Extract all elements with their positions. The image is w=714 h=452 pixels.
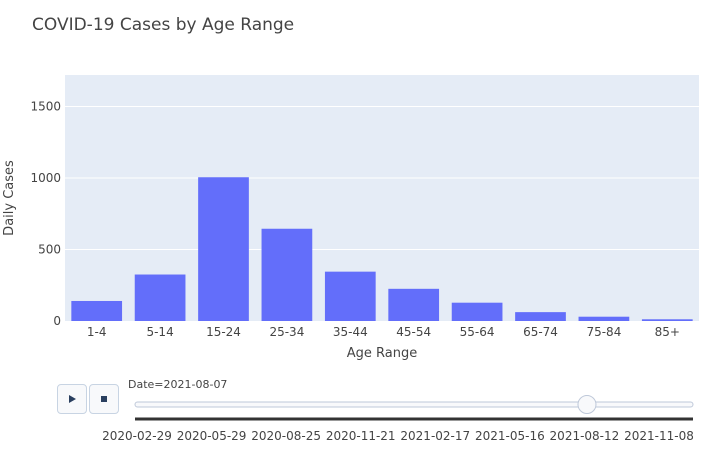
bar	[641, 319, 693, 321]
bar	[388, 288, 440, 321]
slider-tick-label: 2020-02-29	[102, 429, 172, 443]
x-tick-label: 5-14	[146, 325, 173, 339]
slider-rail[interactable]	[134, 401, 694, 408]
slider-current-value: Date=2021-08-07	[128, 378, 228, 391]
bar	[451, 302, 503, 321]
bar	[198, 177, 249, 321]
x-tick-label: 85+	[655, 325, 680, 339]
chart-title: COVID-19 Cases by Age Range	[32, 15, 294, 35]
stop-button[interactable]	[89, 384, 119, 414]
x-tick-label: 45-54	[396, 325, 431, 339]
bar	[515, 312, 566, 321]
slider-ticks: 2020-02-29 2020-05-29 2020-08-25 2020-11-21…	[102, 429, 694, 443]
play-icon	[69, 395, 76, 403]
bars	[71, 177, 693, 321]
x-axis-title: Age Range	[347, 346, 417, 361]
x-tick-label: 25-34	[269, 325, 304, 339]
bar	[261, 228, 313, 321]
y-tick-label: 0	[53, 314, 61, 328]
x-tick-label: 55-64	[460, 325, 495, 339]
bar	[71, 300, 123, 321]
slider-tick-label: 2021-08-12	[550, 429, 620, 443]
slider-tick-label: 2020-11-21	[326, 429, 396, 443]
slider-tick-label: 2020-08-25	[251, 429, 321, 443]
slider-tick-label: 2020-05-29	[177, 429, 247, 443]
play-button[interactable]	[57, 384, 87, 414]
bar	[324, 271, 376, 321]
x-tick-label: 75-84	[586, 325, 621, 339]
y-tick-label: 1500	[30, 99, 61, 113]
x-tick-label: 35-44	[333, 325, 368, 339]
gridlines	[65, 105, 699, 250]
y-tick-label: 500	[38, 242, 61, 256]
slider-tick-label: 2021-02-17	[400, 429, 470, 443]
x-tick-label: 65-74	[523, 325, 558, 339]
y-tick-label: 1000	[30, 171, 61, 185]
bar	[578, 316, 630, 321]
y-axis-ticks: 0 500 1000 1500	[30, 99, 61, 328]
x-tick-label: 1-4	[87, 325, 107, 339]
y-axis-title: Daily Cases	[2, 160, 17, 236]
stop-icon	[101, 396, 107, 402]
x-axis-ticks: 1-4 5-14 15-24 25-34 35-44 45-54 55-64 65-74 75-…	[87, 325, 680, 339]
slider-handle[interactable]	[577, 395, 597, 414]
x-tick-label: 15-24	[206, 325, 241, 339]
slider-tick-label: 2021-05-16	[475, 429, 545, 443]
slider-tick-label: 2021-11-08	[624, 429, 694, 443]
bar	[134, 274, 186, 321]
